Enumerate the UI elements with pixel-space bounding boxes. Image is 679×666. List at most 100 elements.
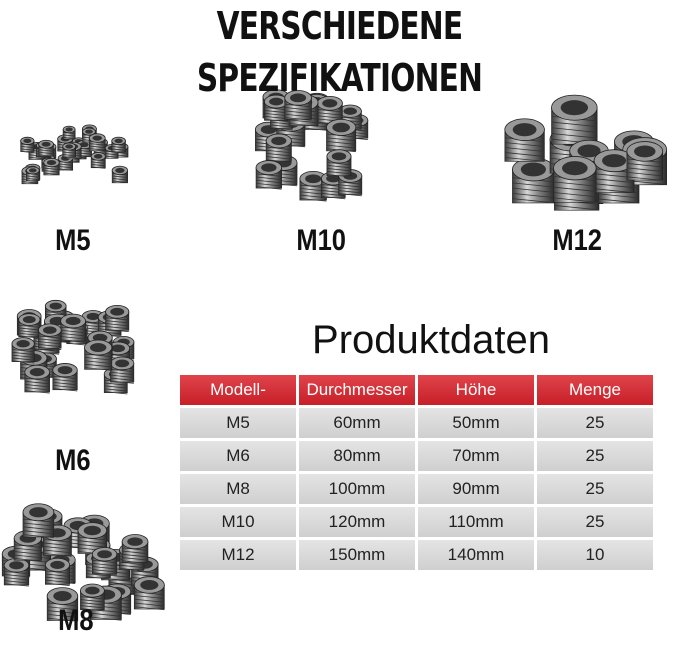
coil-part [284, 117, 312, 121]
coil-part [4, 574, 29, 578]
coil-part [551, 121, 598, 128]
label: M5 [55, 224, 91, 257]
coil-part [60, 326, 86, 331]
coil-part [60, 332, 86, 337]
coil-part [29, 507, 48, 518]
coil-part [255, 173, 282, 177]
coil-part [115, 359, 130, 368]
coil-part [594, 183, 635, 189]
coil-part [266, 149, 292, 154]
coil-part [91, 163, 106, 167]
coil-part [11, 349, 35, 353]
coil-part [255, 179, 282, 184]
header-cell: Durchmesser [299, 375, 415, 405]
coil-part [326, 144, 356, 149]
coil-part [4, 577, 29, 581]
coil-part [38, 335, 62, 339]
coil-part [43, 549, 72, 554]
coil-part [264, 115, 289, 120]
coil-part [47, 606, 78, 611]
coil-part [562, 161, 588, 176]
coil-part [45, 311, 67, 315]
coil-part [105, 155, 119, 158]
coil-part [122, 550, 149, 555]
coil-part [551, 127, 598, 133]
coil-part [80, 596, 105, 600]
coil-part [112, 175, 128, 178]
coil-part [89, 145, 106, 149]
coil-part [97, 550, 112, 559]
coil-part [20, 150, 35, 154]
coil-part [11, 354, 35, 358]
coil-part [332, 122, 350, 133]
coil-part [20, 148, 35, 151]
coil-part [63, 137, 76, 140]
coil-part [92, 572, 117, 576]
coil-part [4, 580, 29, 584]
coil-part [553, 192, 597, 198]
coil-part [45, 573, 70, 577]
coil-part [38, 149, 54, 152]
coil-part [28, 156, 45, 160]
coil-part [45, 570, 70, 574]
coil-part [47, 613, 78, 618]
coil-part [45, 582, 70, 586]
coil-part [58, 168, 73, 171]
coil-part [326, 171, 352, 175]
coil-part [289, 123, 319, 127]
table-cell: 140mm [418, 540, 534, 570]
coil-part [79, 142, 89, 148]
title: VERSCHIEDENE SPEZIFIKATIONEN [196, 4, 483, 100]
coil-part [114, 138, 123, 144]
table-cell: 110mm [418, 507, 534, 537]
coil-part [512, 123, 537, 137]
coil-part [21, 181, 38, 184]
coil-part [49, 302, 62, 310]
coil-part [626, 176, 663, 181]
coil-part [43, 546, 72, 550]
coil-part [343, 107, 357, 115]
coil-part [14, 547, 42, 552]
coil-part [86, 576, 111, 580]
coil-part [18, 327, 41, 331]
coil-part [92, 563, 117, 567]
table-cell: 25 [537, 507, 653, 537]
coil-part [46, 160, 57, 166]
table-row: M12 150mm 140mm 10 [180, 540, 653, 570]
coil-part [299, 198, 327, 202]
coil-part [338, 187, 362, 191]
coil-part [85, 129, 93, 134]
table-row: M8 100mm 90mm 25 [180, 474, 653, 504]
coil-part [52, 385, 78, 389]
coil-part [626, 162, 663, 168]
coil-part [53, 590, 72, 602]
coil-part [41, 141, 51, 147]
table-cell: M5 [180, 408, 296, 438]
coil-part [80, 605, 105, 609]
coil-part [84, 356, 112, 361]
coil-part [38, 151, 54, 155]
coil-part [83, 525, 101, 536]
label: M10 [296, 224, 346, 257]
coil-part [22, 316, 36, 324]
coil-part [89, 148, 106, 151]
table-cell: 60mm [299, 408, 415, 438]
coil-part [57, 366, 73, 375]
coil-part [50, 560, 65, 569]
coil-part [326, 137, 356, 142]
coil-part [43, 553, 72, 557]
coil-part [63, 134, 76, 137]
coil-part [598, 198, 640, 204]
coil-part [66, 342, 88, 346]
coil-part [110, 377, 134, 381]
coil-part [110, 368, 134, 373]
header-cell: Menge [537, 375, 653, 405]
coil-part [321, 193, 346, 197]
coil-part [266, 146, 292, 150]
coil-part [105, 317, 129, 321]
coil-part [52, 388, 78, 392]
coil-part [92, 566, 117, 570]
coil-part [634, 145, 656, 158]
coil-part [577, 144, 601, 158]
coil-part [305, 174, 322, 184]
